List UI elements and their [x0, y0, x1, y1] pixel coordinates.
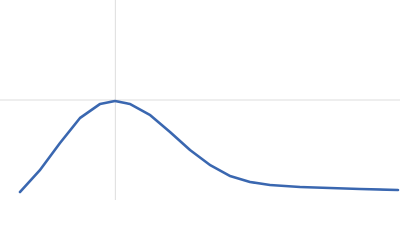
page: {"chart_data": {"type": "line", "x": [0.… — [0, 0, 400, 200]
data-line — [18, 99, 400, 194]
chart — [0, 0, 400, 200]
